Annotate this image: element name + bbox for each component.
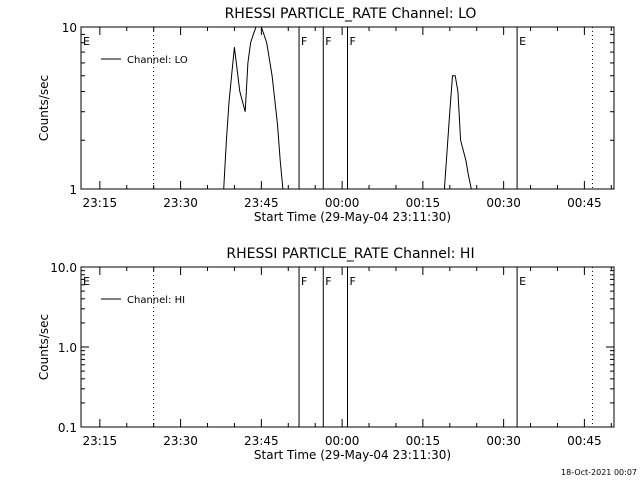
chart-panel-1: RHESSI PARTICLE_RATE Channel: LO Counts/s… [37,6,615,224]
legend-entry: Channel: HI [127,295,185,306]
x-tick-label: 00:30 [486,434,521,448]
event-marker-label: F [350,275,356,288]
x-tick-label: 23:45 [244,196,279,210]
y-tick-label: 1.0 [58,341,77,355]
x-tick-label: 23:30 [163,434,198,448]
x-tick-label: 00:00 [325,434,360,448]
event-marker-label: E [83,275,90,288]
chart-title: RHESSI PARTICLE_RATE Channel: LO [225,6,477,22]
y-tick-label: 0.1 [58,421,77,435]
y-tick-label: 10 [62,21,77,35]
event-marker-label: E [83,35,90,48]
event-marker-label: E [519,35,526,48]
y-tick-label: 10.0 [50,261,77,275]
event-marker-label: F [325,35,331,48]
x-tick-label: 00:00 [325,196,360,210]
chart-title: RHESSI PARTICLE_RATE Channel: HI [226,246,474,262]
x-tick-label: 23:30 [163,196,198,210]
y-axis-label: Counts/sec [37,75,51,141]
x-tick-label: 00:45 [567,434,602,448]
y-axis-label: Counts/sec [37,314,51,380]
x-tick-label: 00:15 [406,434,441,448]
x-tick-label: 23:15 [83,196,118,210]
legend-entry: Channel: LO [127,55,188,66]
event-marker-label: F [325,275,331,288]
event-marker-label: F [301,35,307,48]
event-marker-label: E [519,275,526,288]
y-tick-label: 1 [69,183,77,197]
x-tick-label: 23:15 [83,434,118,448]
x-tick-label: 00:30 [486,196,521,210]
event-marker-label: F [350,35,356,48]
x-tick-label: 23:45 [244,434,279,448]
chart-panel-2: RHESSI PARTICLE_RATE Channel: HI Counts/s… [37,246,615,462]
x-tick-label: 00:15 [406,196,441,210]
event-marker-label: F [301,275,307,288]
x-tick-label: 00:45 [567,196,602,210]
x-axis-label: Start Time (29-May-04 23:11:30) [254,448,451,462]
footer-timestamp: 18-Oct-2021 00:07 [561,468,637,477]
x-axis-label: Start Time (29-May-04 23:11:30) [254,210,451,224]
series-line [223,26,488,190]
